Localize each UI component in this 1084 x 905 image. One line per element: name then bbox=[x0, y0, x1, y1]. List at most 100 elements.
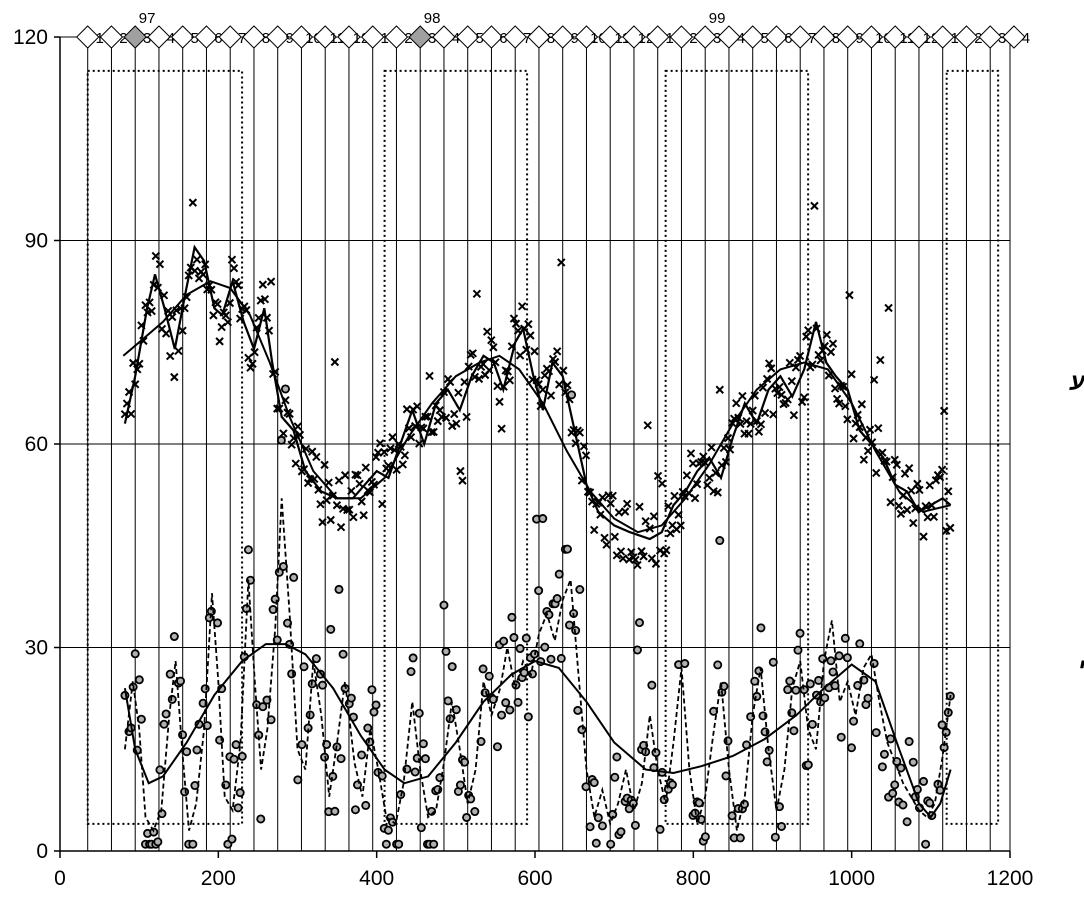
month-marker: 2 bbox=[669, 25, 698, 49]
circle-marker bbox=[497, 710, 507, 720]
highlight-box bbox=[383, 69, 529, 825]
circle-marker bbox=[182, 747, 192, 757]
month-marker: 1 bbox=[931, 25, 959, 49]
circle-marker bbox=[908, 757, 918, 767]
year-label: 99 bbox=[709, 10, 726, 27]
axes bbox=[54, 36, 1011, 858]
x-marker bbox=[340, 471, 350, 480]
circle-marker bbox=[350, 805, 360, 815]
circle-marker bbox=[361, 800, 371, 810]
circle-marker bbox=[921, 839, 931, 849]
x-marker bbox=[388, 433, 397, 442]
circle-marker bbox=[414, 708, 424, 718]
month-marker: 8 bbox=[812, 25, 840, 49]
circle-marker bbox=[492, 742, 502, 752]
month-marker: 3 bbox=[123, 25, 151, 49]
month-label: 5 bbox=[761, 30, 769, 47]
month-marker: 5 bbox=[456, 25, 484, 49]
x-marker bbox=[517, 302, 527, 311]
circle-marker bbox=[799, 685, 809, 695]
x-tick-label: 1200 bbox=[987, 867, 1034, 890]
month-label: 2 bbox=[119, 30, 127, 47]
circle-marker bbox=[519, 668, 529, 678]
x-marker bbox=[155, 260, 165, 269]
circle-marker bbox=[336, 754, 346, 764]
highlight-box bbox=[664, 69, 810, 825]
circle-marker bbox=[593, 813, 603, 823]
x-marker bbox=[439, 387, 449, 397]
month-label: 1 bbox=[381, 30, 389, 47]
circle-marker bbox=[447, 662, 457, 672]
x-marker bbox=[557, 258, 566, 267]
month-label: 1 bbox=[666, 30, 674, 47]
y-tick-label: 90 bbox=[25, 230, 48, 253]
month-marker: 9 bbox=[836, 25, 864, 49]
circle-marker bbox=[680, 659, 690, 669]
circle-marker bbox=[383, 825, 393, 835]
highlight-box bbox=[945, 69, 1000, 825]
x-marker bbox=[707, 443, 716, 452]
x-marker bbox=[769, 410, 778, 419]
x-marker bbox=[909, 518, 918, 528]
month-label: 9 bbox=[286, 30, 294, 47]
month-label: 4 bbox=[737, 30, 745, 47]
diamond-icon bbox=[859, 25, 884, 49]
x-marker bbox=[441, 413, 451, 422]
x-marker bbox=[832, 394, 842, 404]
circle-marker bbox=[630, 820, 640, 830]
x-marker bbox=[497, 424, 506, 433]
x-marker bbox=[690, 493, 700, 503]
circle-marker bbox=[849, 716, 859, 726]
x-marker bbox=[620, 507, 630, 516]
x-marker bbox=[447, 421, 457, 431]
circle-marker bbox=[752, 691, 762, 701]
x-marker bbox=[515, 351, 525, 360]
x-marker bbox=[188, 198, 198, 207]
circle-marker bbox=[192, 745, 202, 755]
x-marker bbox=[828, 339, 838, 348]
circle-marker bbox=[159, 719, 169, 729]
month-label: 8 bbox=[547, 30, 555, 47]
month-label: 3 bbox=[713, 30, 721, 47]
circle-marker bbox=[136, 714, 146, 724]
circle-marker bbox=[369, 707, 379, 717]
circle-marker bbox=[289, 572, 299, 582]
x-marker bbox=[894, 501, 904, 511]
x-marker bbox=[738, 391, 747, 401]
circle-marker bbox=[499, 636, 509, 646]
x-marker bbox=[452, 419, 461, 428]
month-label: 7 bbox=[238, 30, 246, 47]
x-marker bbox=[849, 434, 858, 443]
circle-marker bbox=[632, 645, 642, 655]
circle-marker bbox=[575, 585, 585, 595]
circle-marker bbox=[394, 839, 404, 849]
x-marker bbox=[266, 277, 276, 286]
circle-marker bbox=[507, 612, 517, 622]
x-marker bbox=[229, 263, 239, 273]
x-tick-label: 400 bbox=[359, 867, 394, 890]
circle-marker bbox=[612, 752, 622, 762]
month-marker: 4 bbox=[147, 25, 175, 49]
circle-marker bbox=[807, 719, 817, 729]
lower-wavy-trend bbox=[124, 498, 952, 833]
circle-marker bbox=[130, 649, 140, 659]
x-marker bbox=[834, 399, 844, 408]
x-marker bbox=[767, 364, 776, 373]
circle-marker bbox=[538, 514, 548, 524]
x-marker bbox=[400, 451, 410, 460]
series-annotation: משקל כללי bbox=[1078, 654, 1084, 681]
circle-marker bbox=[462, 812, 472, 822]
circle-marker bbox=[647, 680, 657, 690]
x-marker bbox=[579, 442, 589, 451]
x-marker bbox=[789, 410, 799, 420]
x-marker bbox=[754, 427, 764, 436]
circle-marker bbox=[655, 824, 665, 834]
circle-marker bbox=[795, 628, 805, 638]
diamond-icon bbox=[551, 25, 575, 49]
circle-marker bbox=[842, 653, 852, 663]
x-marker bbox=[892, 460, 901, 469]
circle-marker bbox=[299, 662, 309, 672]
x-marker bbox=[170, 372, 179, 382]
circle-marker bbox=[523, 712, 533, 722]
circle-marker bbox=[153, 837, 163, 847]
